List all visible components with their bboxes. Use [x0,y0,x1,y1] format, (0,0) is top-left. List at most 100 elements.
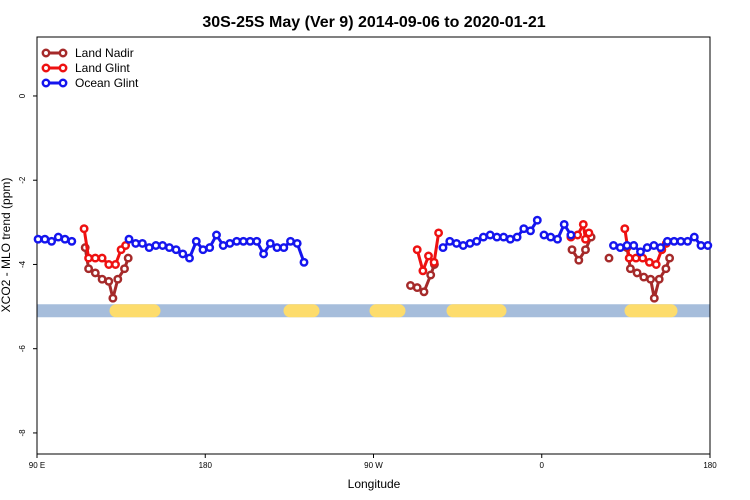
data-point [629,241,639,250]
legend-label: Land Glint [75,61,130,75]
data-point [97,274,107,284]
data-point [406,281,415,290]
data-point [665,253,675,263]
data-point [40,234,50,244]
data-point [689,232,699,242]
data-point [642,243,652,253]
data-point [279,243,289,253]
data-point [676,236,686,246]
data-point [104,276,114,286]
data-point [137,238,147,248]
data-point [505,234,515,244]
data-point [512,232,522,242]
data-point [438,243,448,253]
data-point [696,241,706,250]
data-point [622,241,632,250]
data-point [198,245,208,255]
legend-swatch-marker [58,48,68,58]
data-point [472,236,482,246]
data-point [151,241,161,250]
data-point [218,241,228,250]
data-point [584,228,594,238]
data-point [426,270,436,280]
y-tick-label: -6 [18,345,27,353]
data-point [703,241,713,250]
data-point [245,236,255,246]
data-point [171,245,181,255]
data-point [649,241,659,250]
legend-swatch-marker [41,63,51,73]
data-point [108,293,118,303]
data-point [624,253,634,263]
data-point [609,241,618,250]
data-point [121,241,131,250]
data-point [526,226,535,236]
data-point [485,230,495,240]
x-tick-label: 90 E [29,461,45,470]
data-point [559,219,569,229]
data-point [191,236,201,246]
data-point [492,232,502,242]
data-point [238,236,248,246]
series-line [570,236,593,262]
data-point [419,287,429,297]
legend-swatch-marker [58,63,68,73]
data-point [84,264,94,274]
data-point [97,253,107,263]
data-point [636,247,645,257]
data-point [123,253,133,263]
data-point [519,224,529,234]
data-point [578,219,588,229]
data-point [412,283,422,293]
data-point [434,228,444,238]
data-point [539,230,549,240]
data-point [185,253,194,263]
data-point [632,268,642,278]
data-point [573,230,583,240]
data-point [458,241,468,250]
data-point [144,243,154,253]
data-point [225,238,235,248]
data-point [683,236,693,246]
data-point [566,230,576,240]
data-point [104,260,114,269]
data-point [662,236,672,246]
data-point [546,232,556,242]
data-point [33,234,43,244]
data-point [661,264,671,274]
data-point [646,274,656,284]
x-axis-ticks: 90 E 180 90 W 0 180 [29,454,717,470]
data-point [232,236,242,246]
x-tick-label: 180 [199,461,213,470]
data-point [164,243,174,253]
data-point [620,224,630,234]
data-point [158,241,168,250]
legend-swatch-marker [41,48,51,58]
data-point [205,243,215,253]
x-tick-label: 90 W [364,461,383,470]
data-point [53,232,63,242]
data-point [649,293,659,303]
data-point [429,257,439,267]
data-point [412,245,422,255]
data-point [111,260,120,269]
data-point [120,264,129,274]
data-point [581,234,590,244]
data-point [60,234,70,244]
y-tick-label: -4 [18,260,27,268]
y-axis-ticks: 0 -2 -4 -6 -8 [18,93,37,437]
data-point [604,253,614,263]
legend-swatch-marker [58,78,68,88]
data-point [656,243,666,253]
data-point [567,245,577,255]
data-point [418,266,428,276]
data-point [272,243,282,253]
data-point [532,215,542,225]
data-point [131,238,141,248]
data-point [615,243,625,253]
data-point [452,238,461,248]
data-point [178,249,188,259]
data-point [286,236,295,246]
